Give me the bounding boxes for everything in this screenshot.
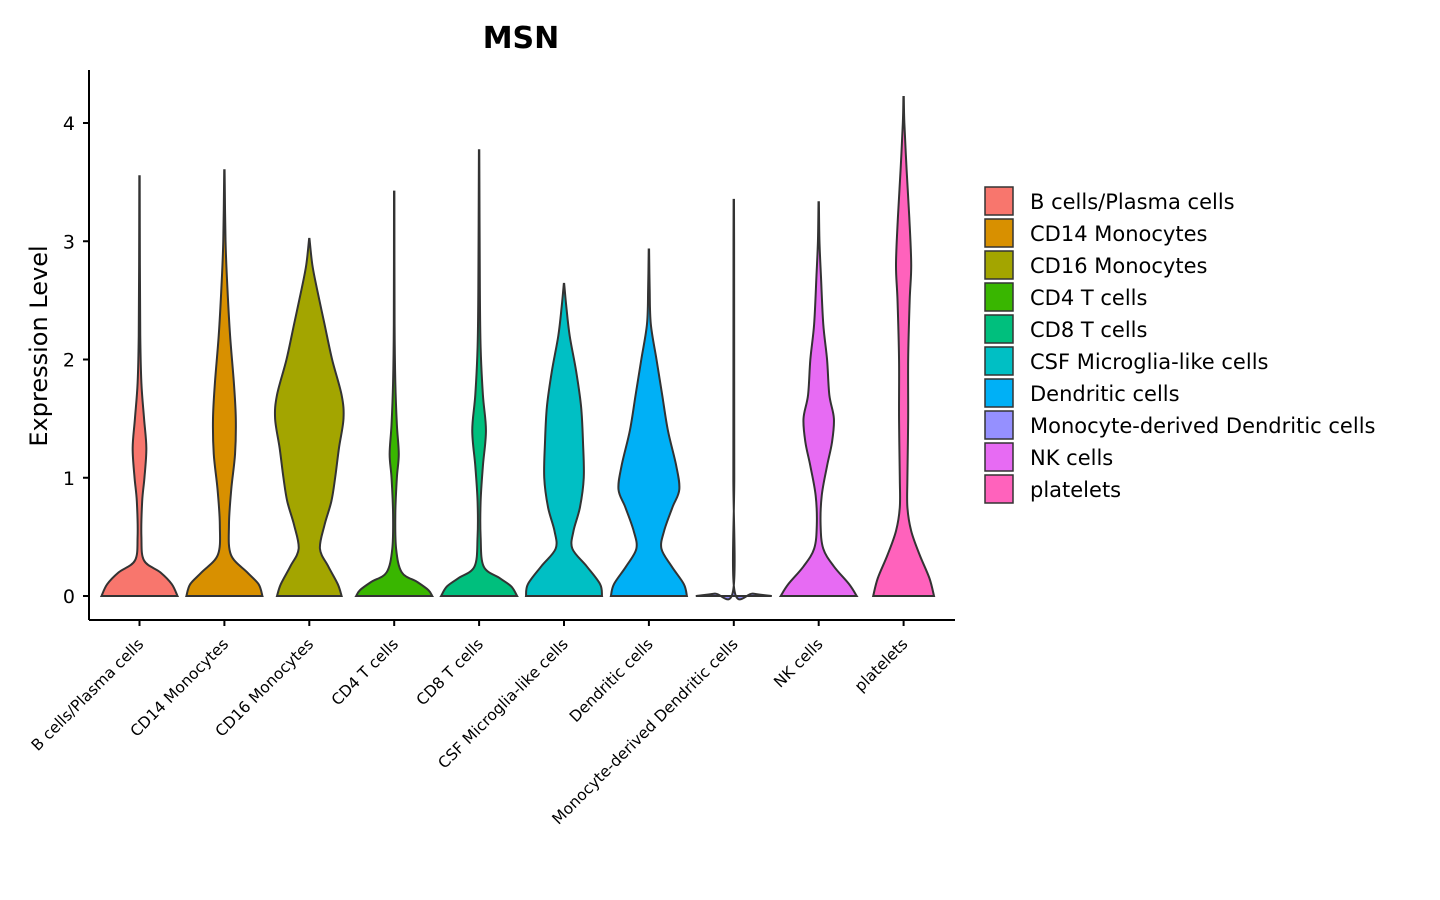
- violin-9: [871, 95, 936, 597]
- violin-6: [609, 248, 689, 597]
- x-tick-label: Monocyte-derived Dendritic cells: [549, 635, 742, 828]
- x-tick-label: NK cells: [770, 635, 826, 691]
- y-axis-label: Expression Level: [25, 245, 53, 446]
- legend-label: CD14 Monocytes: [1030, 222, 1207, 246]
- legend-label: CD16 Monocytes: [1030, 254, 1207, 278]
- violin-4: [439, 149, 519, 597]
- violin-0: [99, 175, 180, 597]
- legend-label: Monocyte-derived Dendritic cells: [1030, 414, 1375, 438]
- legend-key: [984, 474, 1014, 504]
- violin-2: [273, 237, 345, 597]
- violin-8: [778, 201, 859, 597]
- violin-3: [354, 190, 435, 597]
- y-tick-label: 2: [63, 350, 75, 372]
- y-tick-label: 0: [63, 586, 75, 608]
- legend-label: CSF Microglia-like cells: [1030, 350, 1268, 374]
- x-tick-label: CD8 T cells: [413, 635, 487, 709]
- y-tick-label: 3: [63, 231, 75, 253]
- chart-title: MSN: [483, 21, 560, 56]
- legend-key: [984, 218, 1014, 248]
- legend-key: [984, 442, 1014, 472]
- violin-7: [695, 198, 772, 601]
- legend: B cells/Plasma cells CD14 Monocytes CD16 M…: [984, 186, 1375, 504]
- legend-key: [984, 410, 1014, 440]
- legend-label: Dendritic cells: [1030, 382, 1180, 406]
- legend-label: platelets: [1030, 478, 1121, 502]
- violin-1: [185, 169, 264, 597]
- legend-key: [984, 346, 1014, 376]
- x-tick-label: B cells/Plasma cells: [28, 635, 148, 755]
- x-tick-label: platelets: [851, 635, 911, 695]
- legend-label: CD4 T cells: [1030, 286, 1147, 310]
- legend-key: [984, 378, 1014, 408]
- legend-label: NK cells: [1030, 446, 1113, 470]
- legend-label: B cells/Plasma cells: [1030, 190, 1235, 214]
- legend-key: [984, 282, 1014, 312]
- x-tick-label: Dendritic cells: [566, 635, 657, 726]
- legend-key: [984, 250, 1014, 280]
- legend-key: [984, 186, 1014, 216]
- x-tick-label: CD4 T cells: [328, 635, 402, 709]
- violin-5: [524, 282, 604, 597]
- legend-label: CD8 T cells: [1030, 318, 1147, 342]
- legend-key: [984, 314, 1014, 344]
- y-tick-label: 4: [63, 113, 75, 135]
- y-tick-label: 1: [63, 468, 75, 490]
